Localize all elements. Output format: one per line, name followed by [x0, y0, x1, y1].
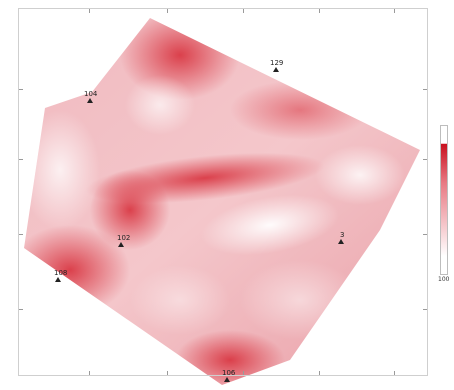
x-tick [243, 371, 244, 375]
legend-bottom-label: 100 [438, 276, 450, 283]
well-marker-3[interactable] [338, 239, 344, 244]
well-label-108: 108 [54, 269, 68, 277]
well-marker-104[interactable] [87, 98, 93, 103]
y-tick [423, 309, 427, 310]
well-label-102: 102 [117, 234, 131, 242]
x-tick [319, 9, 320, 13]
well-label-104: 104 [84, 90, 98, 98]
map-frame [18, 8, 428, 376]
well-marker-106[interactable] [224, 377, 230, 382]
well-label-129: 129 [270, 59, 284, 67]
y-tick [423, 234, 427, 235]
well-label-3: 3 [340, 231, 345, 239]
x-tick [89, 9, 90, 13]
y-tick [423, 159, 427, 160]
x-tick [89, 371, 90, 375]
well-marker-102[interactable] [118, 242, 124, 247]
y-tick [423, 89, 427, 90]
well-marker-108[interactable] [55, 277, 61, 282]
x-tick [243, 9, 244, 13]
x-tick [319, 371, 320, 375]
y-tick [19, 309, 23, 310]
legend-colorbar [440, 125, 448, 275]
color-legend [440, 125, 448, 275]
well-label-106: 106 [222, 369, 236, 377]
y-tick [19, 159, 23, 160]
x-tick [394, 371, 395, 375]
y-tick [19, 234, 23, 235]
x-tick [394, 9, 395, 13]
x-tick [167, 9, 168, 13]
well-markers [55, 67, 344, 382]
well-marker-129[interactable] [273, 67, 279, 72]
x-tick [167, 371, 168, 375]
y-tick [19, 89, 23, 90]
